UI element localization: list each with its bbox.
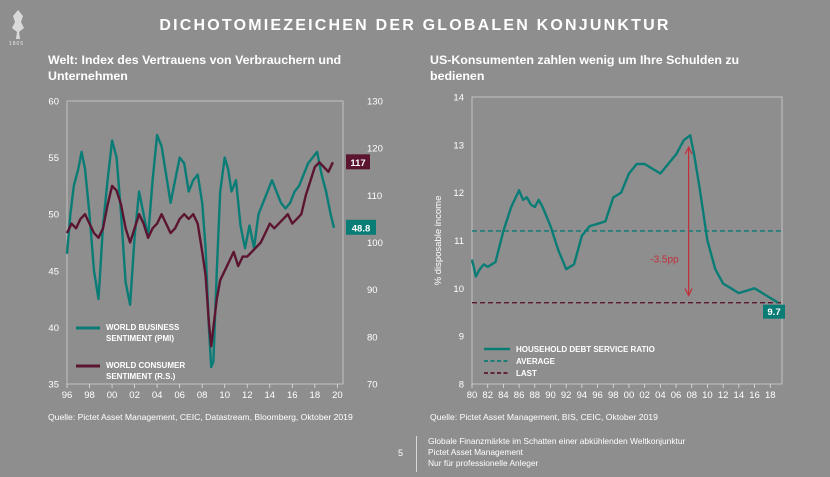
- consumer-sentiment-line: [65, 161, 334, 348]
- footer-line1: Globale Finanzmärkte im Schatten einer a…: [428, 436, 686, 446]
- right-plot-frame: [471, 96, 783, 385]
- left-x-tick-label: 14: [264, 390, 275, 401]
- right-chart-x-tick-label: 84: [498, 390, 509, 401]
- right-y-tick-label: 90: [367, 285, 378, 296]
- right-y-tick-label: 110: [367, 191, 382, 202]
- right-chart-title-line1: US-Konsumenten zahlen wenig um Ihre Schu…: [430, 53, 740, 67]
- left-x-tick-label: 04: [152, 390, 163, 401]
- right-chart-y-tick-label: 12: [453, 188, 464, 199]
- consumer-end-label: 117: [350, 158, 365, 169]
- left-y-tick-label: 55: [48, 153, 59, 164]
- reduction-arrow-head-bottom: [684, 288, 693, 297]
- left-y-tick-label: 50: [48, 210, 59, 221]
- right-chart-title-line2: bedienen: [430, 69, 485, 83]
- left-x-tick-label: 18: [310, 390, 321, 401]
- right-chart-x-tick-label: 18: [765, 390, 776, 401]
- right-chart-x-tick-label: 08: [686, 390, 697, 401]
- right-y-tick-label: 120: [367, 144, 383, 155]
- left-x-tick-label: 20: [332, 390, 343, 401]
- business-end-label: 48.8: [352, 223, 371, 234]
- right-chart-x-tick-label: 80: [467, 390, 478, 401]
- right-chart-x-tick-label: 94: [577, 390, 588, 401]
- right-chart-x-tick-label: 16: [749, 390, 760, 401]
- right-y-tick-label: 70: [367, 380, 378, 391]
- left-x-tick-label: 98: [84, 390, 95, 401]
- legend-consumer-label: WORLD CONSUMER SENTIMENT (R.S.): [106, 361, 185, 381]
- right-chart-title: US-Konsumenten zahlen wenig um Ihre Schu…: [430, 52, 739, 84]
- right-y-tick-label: 100: [367, 238, 383, 249]
- left-chart-title-line1: Welt: Index des Vertrauens von Verbrauch…: [48, 53, 342, 67]
- left-chart-title: Welt: Index des Vertrauens von Verbrauch…: [48, 52, 341, 84]
- legend-debt-service-label: HOUSEHOLD DEBT SERVICE RATIO: [516, 345, 655, 354]
- logo-text: 1805: [9, 41, 25, 47]
- right-chart-y-tick-label: 13: [453, 140, 464, 151]
- legend-last-label: LAST: [516, 369, 537, 378]
- debt-end-label-box: [763, 304, 785, 319]
- right-chart-x-tick-label: 90: [545, 390, 556, 401]
- business-end-label-box: [346, 219, 376, 235]
- left-x-tick-label: 02: [129, 390, 140, 401]
- right-chart-x-tick-label: 10: [702, 390, 713, 401]
- footer-text: Globale Finanzmärkte im Schatten einer a…: [428, 436, 685, 469]
- left-x-tick-label: 06: [174, 390, 185, 401]
- right-y-tick-label: 80: [367, 332, 378, 343]
- right-y-tick-label: 130: [367, 97, 383, 108]
- debt-service-ratio-line: [470, 134, 779, 304]
- left-chart-source: Quelle: Pictet Asset Management, CEIC, D…: [48, 412, 353, 422]
- left-x-tick-label: 12: [242, 390, 253, 401]
- right-chart-x-tick-label: 82: [482, 390, 493, 401]
- right-chart-x-tick-label: 02: [639, 390, 650, 401]
- footer-divider: [416, 436, 417, 472]
- right-chart-x-tick-label: 86: [514, 390, 525, 401]
- right-chart-x-tick-label: 92: [561, 390, 572, 401]
- left-x-tick-label: 96: [62, 390, 73, 401]
- right-chart-x-tick-label: 00: [624, 390, 635, 401]
- debt-end-label: 9.7: [767, 307, 780, 318]
- right-chart-x-tick-label: 04: [655, 390, 666, 401]
- reduction-arrow-head-top: [684, 145, 693, 155]
- right-chart-y-tick-label: 14: [453, 93, 464, 104]
- left-y-tick-label: 60: [48, 97, 59, 108]
- right-chart-y-tick-label: 11: [454, 236, 464, 247]
- legend-business-label: WORLD BUSINESS SENTIMENT (PMI): [106, 323, 180, 343]
- left-y-tick-label: 40: [48, 323, 59, 334]
- pictet-logo: [12, 10, 24, 39]
- right-chart-y-tick-label: 9: [459, 332, 464, 343]
- reduction-annotation: -3.5pp: [650, 255, 679, 266]
- right-chart-x-tick-label: 96: [592, 390, 603, 401]
- page-title: DICHOTOMIEZEICHEN DER GLOBALEN KONJUNKTU…: [159, 17, 671, 34]
- footer-line2: Pictet Asset Management: [428, 447, 523, 457]
- right-chart-y-tick-label: 8: [459, 380, 464, 391]
- left-y-tick-label: 45: [48, 266, 59, 277]
- business-sentiment-line: [65, 133, 336, 369]
- page-number: 5: [398, 448, 404, 458]
- consumer-end-label-box: [346, 154, 370, 170]
- footer-line3: Nur für professionelle Anleger: [428, 458, 539, 468]
- left-x-tick-label: 10: [219, 390, 230, 401]
- right-chart-source: Quelle: Pictet Asset Management, BIS, CE…: [430, 412, 658, 422]
- left-x-tick-label: 08: [197, 390, 208, 401]
- right-chart-x-tick-label: 14: [734, 390, 745, 401]
- left-y-tick-label: 35: [48, 380, 59, 391]
- left-chart-title-line2: Unternehmen: [48, 69, 128, 83]
- left-x-tick-label: 00: [107, 390, 118, 401]
- right-chart-x-tick-label: 12: [718, 390, 729, 401]
- right-chart-x-tick-label: 06: [671, 390, 682, 401]
- right-chart-x-tick-label: 88: [529, 390, 540, 401]
- left-x-tick-label: 16: [287, 390, 298, 401]
- right-chart-y-tick-label: 10: [453, 284, 464, 295]
- legend-average-label: AVERAGE: [516, 357, 556, 366]
- right-y-axis-label: % disposable income: [433, 196, 444, 286]
- right-chart-x-tick-label: 98: [608, 390, 619, 401]
